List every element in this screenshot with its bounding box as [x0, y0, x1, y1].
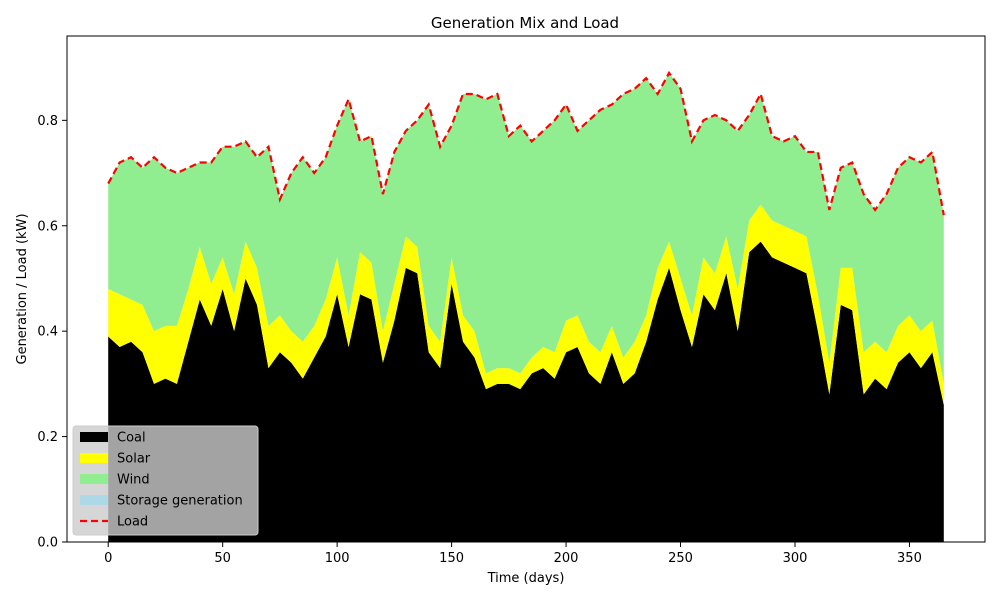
y-tick-label: 0.8 [37, 114, 58, 129]
y-axis-label: Generation / Load (kW) [15, 213, 30, 364]
x-tick-label: 350 [897, 551, 922, 566]
legend: Coal Solar Wind Storage generation Load [72, 425, 259, 536]
x-tick-label: 200 [554, 551, 579, 566]
area-coal [108, 241, 944, 542]
legend-swatch-storage-generation [80, 495, 108, 505]
chart-title: Generation Mix and Load [431, 14, 619, 32]
x-tick-label: 150 [439, 551, 464, 566]
y-tick-label: 0.4 [37, 325, 58, 340]
legend-swatch-wind [80, 474, 108, 484]
y-tick-label: 0.2 [37, 430, 58, 445]
x-axis-label: Time (days) [487, 571, 565, 586]
plot-frame [66, 35, 986, 543]
legend-swatch-coal [80, 432, 108, 442]
x-axis-ticks: 0 50 100 150 200 250 300 350 [104, 542, 922, 566]
x-tick-label: 50 [214, 551, 231, 566]
y-axis-ticks: 0.0 0.2 0.4 0.6 0.8 [37, 114, 67, 551]
legend-label-storage-generation: Storage generation [117, 494, 243, 509]
legend-label-wind: Wind [117, 473, 150, 488]
x-tick-label: 0 [104, 551, 112, 566]
line-load [107, 70, 945, 216]
x-tick-label: 100 [325, 551, 350, 566]
area-wind [108, 72, 944, 384]
y-tick-label: 0.6 [37, 219, 58, 234]
legend-label-load: Load [117, 515, 148, 530]
stacked-areas [108, 72, 944, 542]
y-tick-label: 0.0 [37, 536, 58, 551]
legend-label-coal: Coal [117, 431, 146, 446]
legend-box [72, 425, 259, 536]
x-tick-label: 250 [668, 551, 693, 566]
x-tick-label: 300 [783, 551, 808, 566]
legend-label-solar: Solar [117, 452, 151, 467]
load-line-group [107, 70, 945, 216]
legend-swatch-solar [80, 453, 108, 463]
